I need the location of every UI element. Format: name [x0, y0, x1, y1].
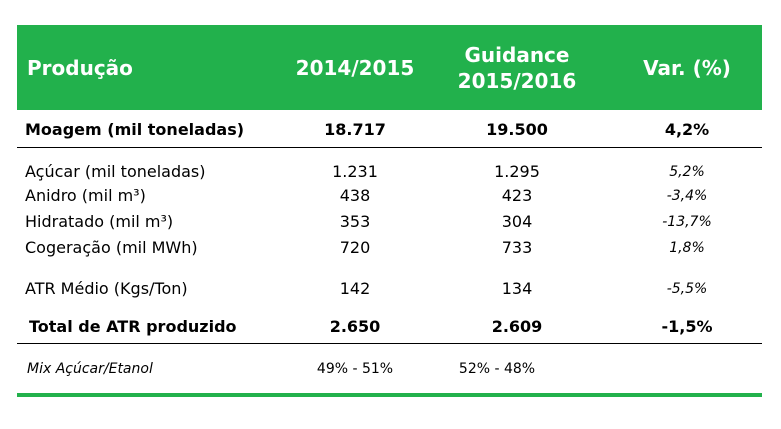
header-var: Var. (%): [643, 55, 731, 80]
row-value-var: -3,4%: [666, 188, 708, 204]
row-value-2014-2015: 720: [339, 238, 371, 257]
row-label: Total de ATR produzido: [29, 317, 237, 336]
row-label: ATR Médio (Kgs/Ton): [25, 279, 188, 298]
table-row-acucar: Açúcar (mil toneladas) 1.231 1.295 5,2%: [17, 160, 762, 184]
row-value-guidance: 19.500: [486, 120, 548, 139]
row-value-2014-2015: 49% - 51%: [316, 361, 394, 377]
row-value-guidance: 1.295: [494, 162, 540, 181]
header-guidance-line1: Guidance: [464, 42, 570, 67]
header-producao: Produção: [27, 55, 133, 80]
divider-line: [17, 147, 762, 148]
row-value-2014-2015: 18.717: [324, 120, 386, 139]
row-value-guidance: 134: [501, 279, 533, 298]
row-value-guidance: 2.609: [491, 317, 543, 336]
table-row-hidratado: Hidratado (mil m³) 353 304 -13,7%: [17, 210, 762, 234]
divider-line: [17, 343, 762, 344]
row-value-var: -1,5%: [661, 317, 713, 336]
row-value-guidance: 423: [501, 186, 533, 205]
header-guidance: Guidance 2015/2016: [442, 25, 592, 110]
row-value-var: -5,5%: [666, 281, 708, 297]
row-value-2014-2015: 2.650: [329, 317, 381, 336]
row-value-guidance: 304: [501, 212, 533, 231]
row-value-2014-2015: 142: [339, 279, 371, 298]
table-row-atr-medio: ATR Médio (Kgs/Ton) 142 134 -5,5%: [17, 277, 762, 301]
row-label: Mix Açúcar/Etanol: [27, 361, 153, 377]
table-row-cogeracao: Cogeração (mil MWh) 720 733 1,8%: [17, 236, 762, 260]
row-value-var: -13,7%: [662, 214, 712, 230]
row-label: Anidro (mil m³): [25, 186, 146, 205]
row-value-2014-2015: 438: [339, 186, 371, 205]
row-value-var: 5,2%: [669, 164, 705, 180]
row-value-2014-2015: 1.231: [332, 162, 378, 181]
row-value-var: 4,2%: [664, 120, 710, 139]
table-row-mix: Mix Açúcar/Etanol 49% - 51% 52% - 48%: [17, 357, 762, 381]
row-label: Hidratado (mil m³): [25, 212, 174, 231]
row-label: Açúcar (mil toneladas): [25, 162, 206, 181]
header-2014-2015: 2014/2015: [295, 55, 415, 80]
header-guidance-line2: 2015/2016: [457, 68, 577, 93]
table-row-moagem: Moagem (mil toneladas) 18.717 19.500 4,2…: [17, 118, 762, 142]
table-header: Produção 2014/2015 Guidance 2015/2016 Va…: [17, 25, 762, 110]
row-label: Cogeração (mil MWh): [25, 238, 198, 257]
production-table: Produção 2014/2015 Guidance 2015/2016 Va…: [17, 25, 762, 397]
bottom-rule: [17, 393, 762, 397]
row-label: Moagem (mil toneladas): [25, 120, 245, 139]
row-value-guidance: 52% - 48%: [458, 361, 536, 377]
table-row-anidro: Anidro (mil m³) 438 423 -3,4%: [17, 184, 762, 208]
row-value-var: 1,8%: [669, 240, 705, 256]
table-row-total-atr: Total de ATR produzido 2.650 2.609 -1,5%: [17, 315, 762, 339]
row-value-2014-2015: 353: [339, 212, 371, 231]
row-value-var: [612, 357, 762, 381]
row-value-guidance: 733: [501, 238, 533, 257]
